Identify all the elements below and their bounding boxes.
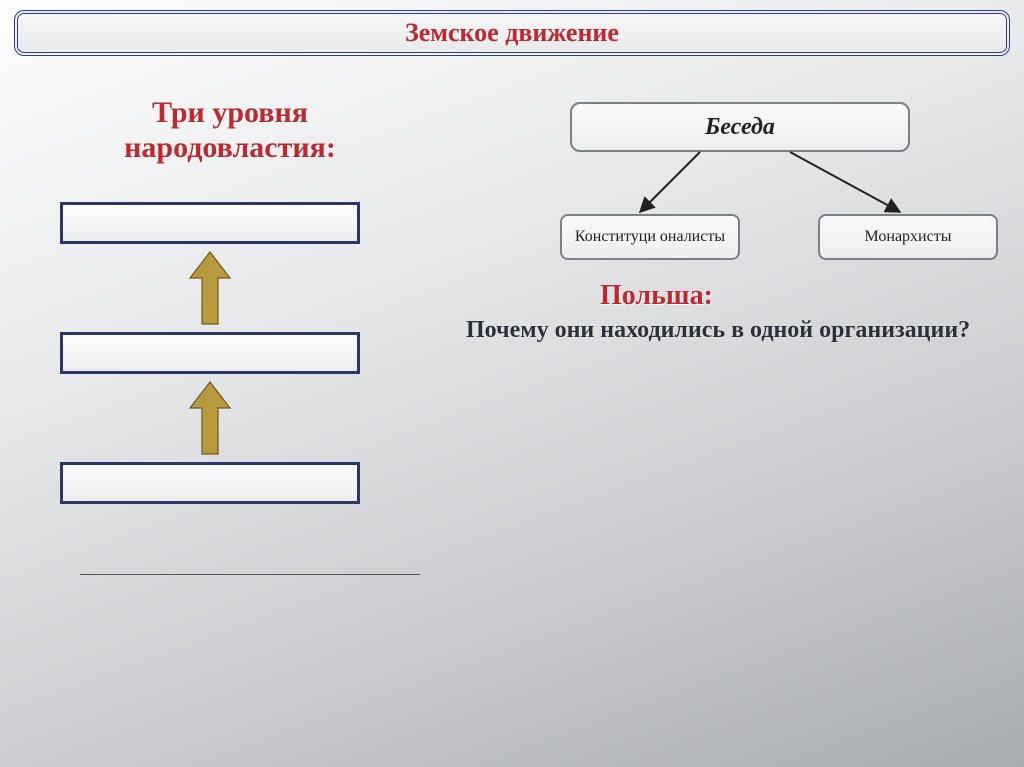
question-text: Почему они находились в одной организаци… bbox=[466, 316, 986, 345]
tree-child-right: Монархисты bbox=[818, 214, 998, 260]
tree-connectors bbox=[0, 0, 1024, 767]
tree-child-left: Конституци оналисты bbox=[560, 214, 740, 260]
polsha-heading: Польша: bbox=[600, 280, 713, 312]
